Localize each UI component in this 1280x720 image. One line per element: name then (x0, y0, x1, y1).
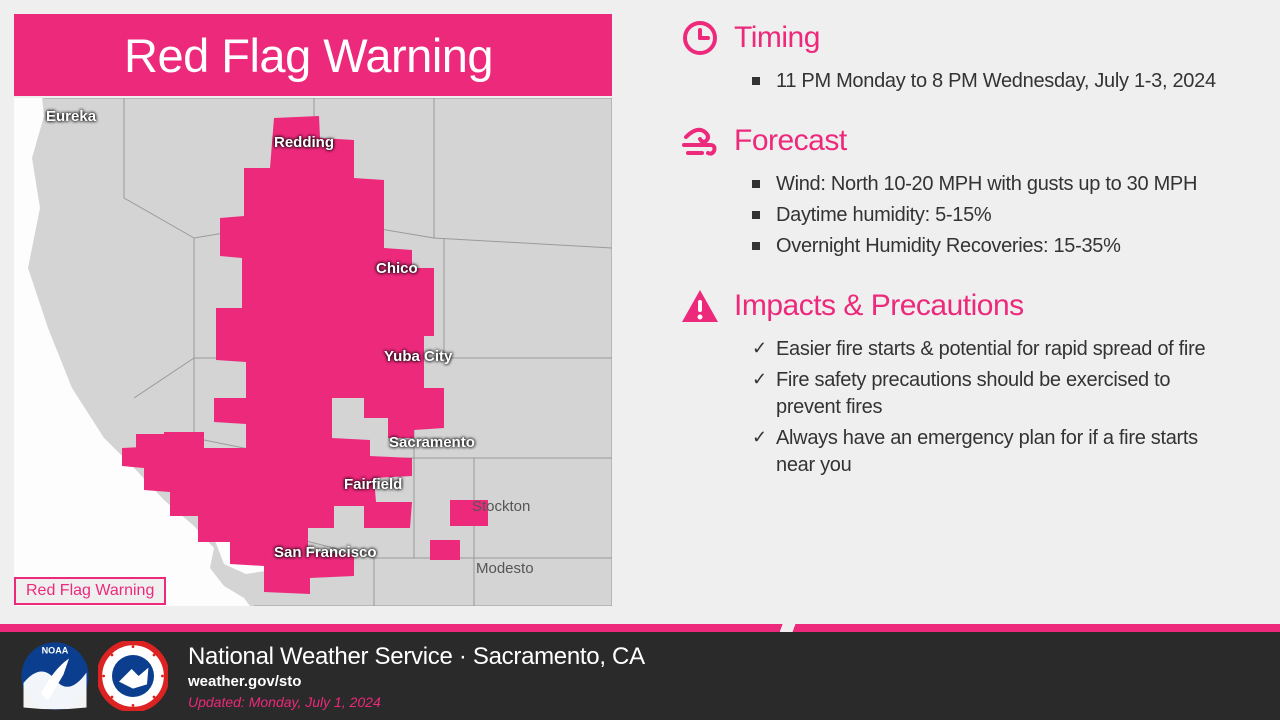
bullet-list: Wind: North 10-20 MPH with gusts up to 3… (680, 171, 1240, 260)
city-label: Yuba City (384, 348, 452, 365)
map-svg (14, 98, 612, 606)
info-panel: Timing 11 PM Monday to 8 PM Wednesday, Ju… (640, 0, 1280, 620)
section-header: Timing (680, 18, 1240, 58)
legend-label: Red Flag Warning (26, 582, 154, 599)
bullet-item: Overnight Humidity Recoveries: 15-35% (752, 233, 1240, 260)
city-label: Fairfield (344, 476, 402, 493)
footer-url: weather.gov/sto (188, 673, 645, 690)
footer-agency: National Weather Service · Sacramento, C… (188, 643, 645, 671)
section-header: Forecast (680, 121, 1240, 161)
section-title: Impacts & Precautions (734, 289, 1024, 323)
bullet-item: Wind: North 10-20 MPH with gusts up to 3… (752, 171, 1240, 198)
section-title: Timing (734, 21, 820, 55)
section-alert: Impacts & Precautions Easier fire starts … (680, 286, 1240, 479)
footer: NOAA National Weather Service · Sacramen… (0, 632, 1280, 720)
bullet-item: Easier fire starts & potential for rapid… (752, 336, 1240, 363)
city-label: Eureka (46, 108, 96, 125)
warning-map: Eureka Redding Chico Yuba City Sacramento Fai… (14, 98, 612, 606)
section-clock: Timing 11 PM Monday to 8 PM Wednesday, Ju… (680, 18, 1240, 95)
bullet-item: Daytime humidity: 5-15% (752, 202, 1240, 229)
city-label: Redding (274, 134, 334, 151)
wind-icon (680, 121, 720, 161)
city-label: Chico (376, 260, 418, 277)
city-label: Sacramento (389, 434, 475, 451)
section-header: Impacts & Precautions (680, 286, 1240, 326)
footer-updated: Updated: Monday, July 1, 2024 (188, 694, 645, 710)
city-label: Stockton (472, 498, 530, 515)
title-banner: Red Flag Warning (14, 14, 612, 96)
section-title: Forecast (734, 124, 847, 158)
footer-text: National Weather Service · Sacramento, C… (188, 643, 645, 710)
bullet-item: Fire safety precautions should be exerci… (752, 367, 1240, 421)
alert-icon (680, 286, 720, 326)
bullet-list: Easier fire starts & potential for rapid… (680, 336, 1240, 479)
map-legend: Red Flag Warning (14, 577, 166, 605)
bullet-item: Always have an emergency plan for if a f… (752, 425, 1240, 479)
bullet-list: 11 PM Monday to 8 PM Wednesday, July 1-3… (680, 68, 1240, 95)
city-label: San Francisco (274, 544, 377, 561)
city-label: Modesto (476, 560, 534, 577)
page-title: Red Flag Warning (124, 28, 493, 83)
noaa-logo: NOAA (20, 641, 90, 711)
section-wind: Forecast Wind: North 10-20 MPH with gusts… (680, 121, 1240, 260)
nws-logo (98, 641, 168, 711)
svg-text:NOAA: NOAA (42, 646, 69, 656)
clock-icon (680, 18, 720, 58)
bullet-item: 11 PM Monday to 8 PM Wednesday, July 1-3… (752, 68, 1240, 95)
